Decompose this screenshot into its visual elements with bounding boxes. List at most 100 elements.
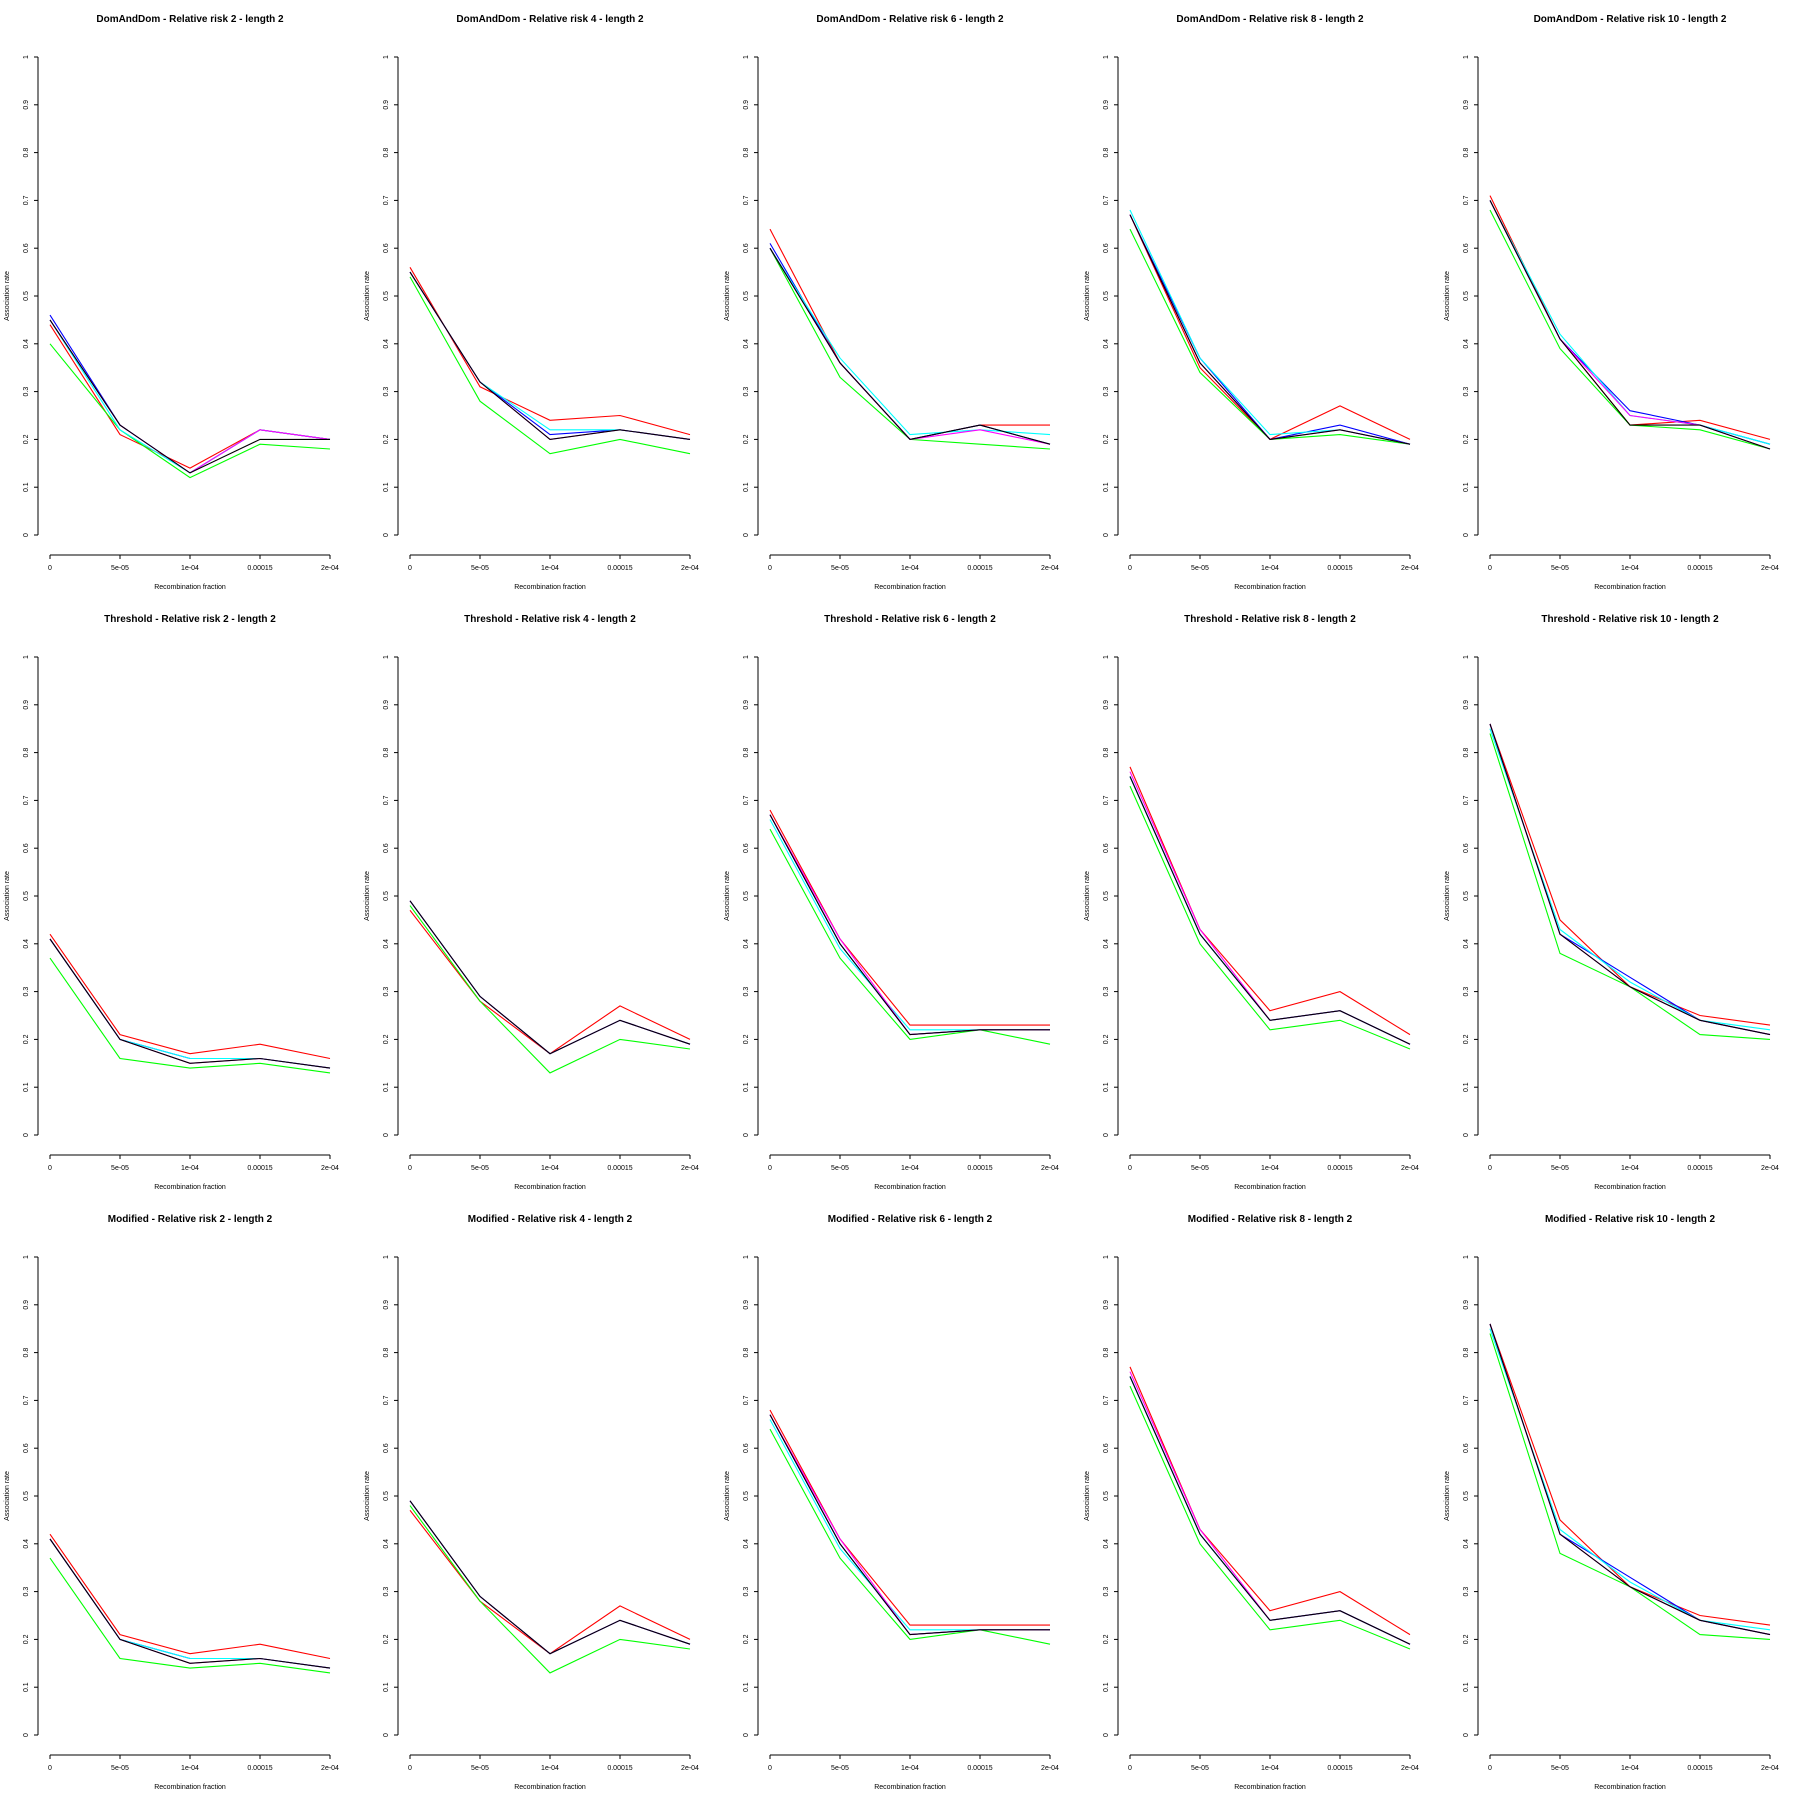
x-tick-label: 0.00015	[1687, 1765, 1712, 1772]
chart-svg: Modified - Relative risk 8 - length 2 0 0.…	[1084, 1214, 1419, 1791]
y-tick-label: 0.1	[383, 1082, 390, 1092]
y-tick-label: 0	[23, 1133, 30, 1137]
y-tick-label: 0.9	[1103, 700, 1110, 710]
series-line-1	[1489, 1333, 1771, 1640]
chart-svg: Threshold - Relative risk 4 - length 2 0 0…	[364, 614, 699, 1191]
y-tick-label: 0.2	[23, 1034, 30, 1044]
series-line-0	[409, 909, 691, 1055]
x-axis-label: Recombination fraction	[1594, 1184, 1666, 1191]
y-tick-label: 1	[743, 655, 750, 659]
x-axis-label: Recombination fraction	[1594, 1784, 1666, 1791]
y-tick-label: 0	[743, 533, 750, 537]
x-tick-label: 5e-05	[1551, 1765, 1569, 1772]
series-line-3	[769, 247, 1051, 436]
y-tick-label: 0.9	[1463, 1300, 1470, 1310]
y-tick-label: 0.6	[23, 843, 30, 853]
chart-title: Modified - Relative risk 8 - length 2	[1188, 1214, 1353, 1225]
series-line-2	[409, 900, 691, 1055]
x-tick-label: 2e-04	[681, 1165, 699, 1172]
y-tick-label: 0.6	[23, 243, 30, 253]
y-tick-label: 1	[743, 1255, 750, 1259]
series-line-5	[49, 1538, 331, 1669]
y-axis-label: Association rate	[4, 271, 11, 321]
y-tick-label: 0.4	[383, 939, 390, 949]
chart-panel: DomAndDom - Relative risk 10 - length 2 0…	[1440, 0, 1800, 600]
series-line-4	[49, 1538, 331, 1669]
series-line-4	[1129, 214, 1411, 445]
series-line-4	[49, 319, 331, 474]
chart-svg: Modified - Relative risk 4 - length 2 0 0.…	[364, 1214, 699, 1791]
y-tick-label: 0.9	[1463, 100, 1470, 110]
series-line-1	[49, 1557, 331, 1674]
series-line-2	[1129, 1376, 1411, 1645]
y-axis-label: Association rate	[1444, 871, 1451, 921]
series-line-3	[1489, 728, 1771, 1031]
chart-svg: DomAndDom - Relative risk 4 - length 2 0 0…	[364, 14, 699, 591]
y-tick-label: 0.3	[1463, 387, 1470, 397]
x-tick-label: 0.00015	[967, 565, 992, 572]
x-tick-label: 0	[1128, 1765, 1132, 1772]
y-tick-label: 0.8	[1103, 148, 1110, 158]
series-line-2	[1489, 1323, 1771, 1636]
x-tick-label: 0	[1488, 1765, 1492, 1772]
y-tick-label: 0.5	[743, 891, 750, 901]
y-axis-label: Association rate	[724, 871, 731, 921]
x-tick-label: 5e-05	[1191, 1765, 1209, 1772]
chart-title: DomAndDom - Relative risk 2 - length 2	[96, 14, 284, 25]
series-line-5	[1129, 214, 1411, 445]
x-axis-label: Recombination fraction	[874, 1184, 946, 1191]
x-tick-label: 0.00015	[247, 1765, 272, 1772]
series-line-3	[1489, 200, 1771, 445]
x-tick-label: 1e-04	[541, 1165, 559, 1172]
chart-title: Modified - Relative risk 4 - length 2	[468, 1214, 633, 1225]
x-tick-label: 2e-04	[1041, 565, 1059, 572]
chart-panel: Threshold - Relative risk 10 - length 2 0…	[1440, 600, 1800, 1200]
y-tick-label: 0.4	[1463, 339, 1470, 349]
y-tick-label: 0.3	[1103, 1587, 1110, 1597]
chart-svg: Threshold - Relative risk 10 - length 2 0…	[1444, 614, 1779, 1191]
x-tick-label: 0	[768, 1765, 772, 1772]
y-tick-label: 0.6	[1103, 243, 1110, 253]
x-tick-label: 5e-05	[1551, 1165, 1569, 1172]
y-tick-label: 0.9	[743, 100, 750, 110]
x-tick-label: 0.00015	[1327, 1165, 1352, 1172]
x-tick-label: 2e-04	[1401, 1165, 1419, 1172]
y-tick-label: 0.4	[1103, 939, 1110, 949]
y-tick-label: 1	[1463, 1255, 1470, 1259]
y-axis-label: Association rate	[1444, 271, 1451, 321]
chart-panel: Modified - Relative risk 8 - length 2 0 0.…	[1080, 1200, 1440, 1800]
y-tick-label: 0.7	[743, 795, 750, 805]
series-line-2	[1129, 214, 1411, 445]
chart-panel: Threshold - Relative risk 4 - length 2 0 0…	[360, 600, 720, 1200]
y-tick-label: 0	[1103, 1733, 1110, 1737]
x-axis-label: Recombination fraction	[514, 1184, 586, 1191]
series-line-0	[1489, 1323, 1771, 1626]
y-tick-label: 0.2	[383, 434, 390, 444]
series-line-1	[769, 1428, 1051, 1645]
x-tick-label: 5e-05	[1551, 565, 1569, 572]
x-tick-label: 0.00015	[607, 565, 632, 572]
series-line-5	[49, 938, 331, 1069]
chart-title: Modified - Relative risk 2 - length 2	[108, 1214, 273, 1225]
series-line-3	[409, 1500, 691, 1655]
y-tick-label: 1	[743, 55, 750, 59]
chart-svg: Threshold - Relative risk 2 - length 2 0 0…	[4, 614, 339, 1191]
x-tick-label: 2e-04	[1761, 1765, 1779, 1772]
y-tick-label: 1	[383, 1255, 390, 1259]
y-tick-label: 0.8	[743, 748, 750, 758]
series-line-0	[1489, 195, 1771, 440]
chart-panel: Modified - Relative risk 2 - length 2 0 0.…	[0, 1200, 360, 1800]
y-tick-label: 0.3	[23, 1587, 30, 1597]
series-line-1	[1489, 209, 1771, 450]
y-tick-label: 0	[383, 1133, 390, 1137]
series-line-1	[1129, 1385, 1411, 1650]
chart-svg: DomAndDom - Relative risk 2 - length 2 0 0…	[4, 14, 339, 591]
series-line-1	[409, 1505, 691, 1674]
series-line-0	[1129, 766, 1411, 1036]
y-tick-label: 0.4	[383, 1539, 390, 1549]
y-tick-label: 0	[1103, 1133, 1110, 1137]
x-tick-label: 1e-04	[181, 1765, 199, 1772]
series-line-1	[1129, 785, 1411, 1050]
y-tick-label: 0.7	[1463, 1395, 1470, 1405]
y-tick-label: 1	[23, 55, 30, 59]
